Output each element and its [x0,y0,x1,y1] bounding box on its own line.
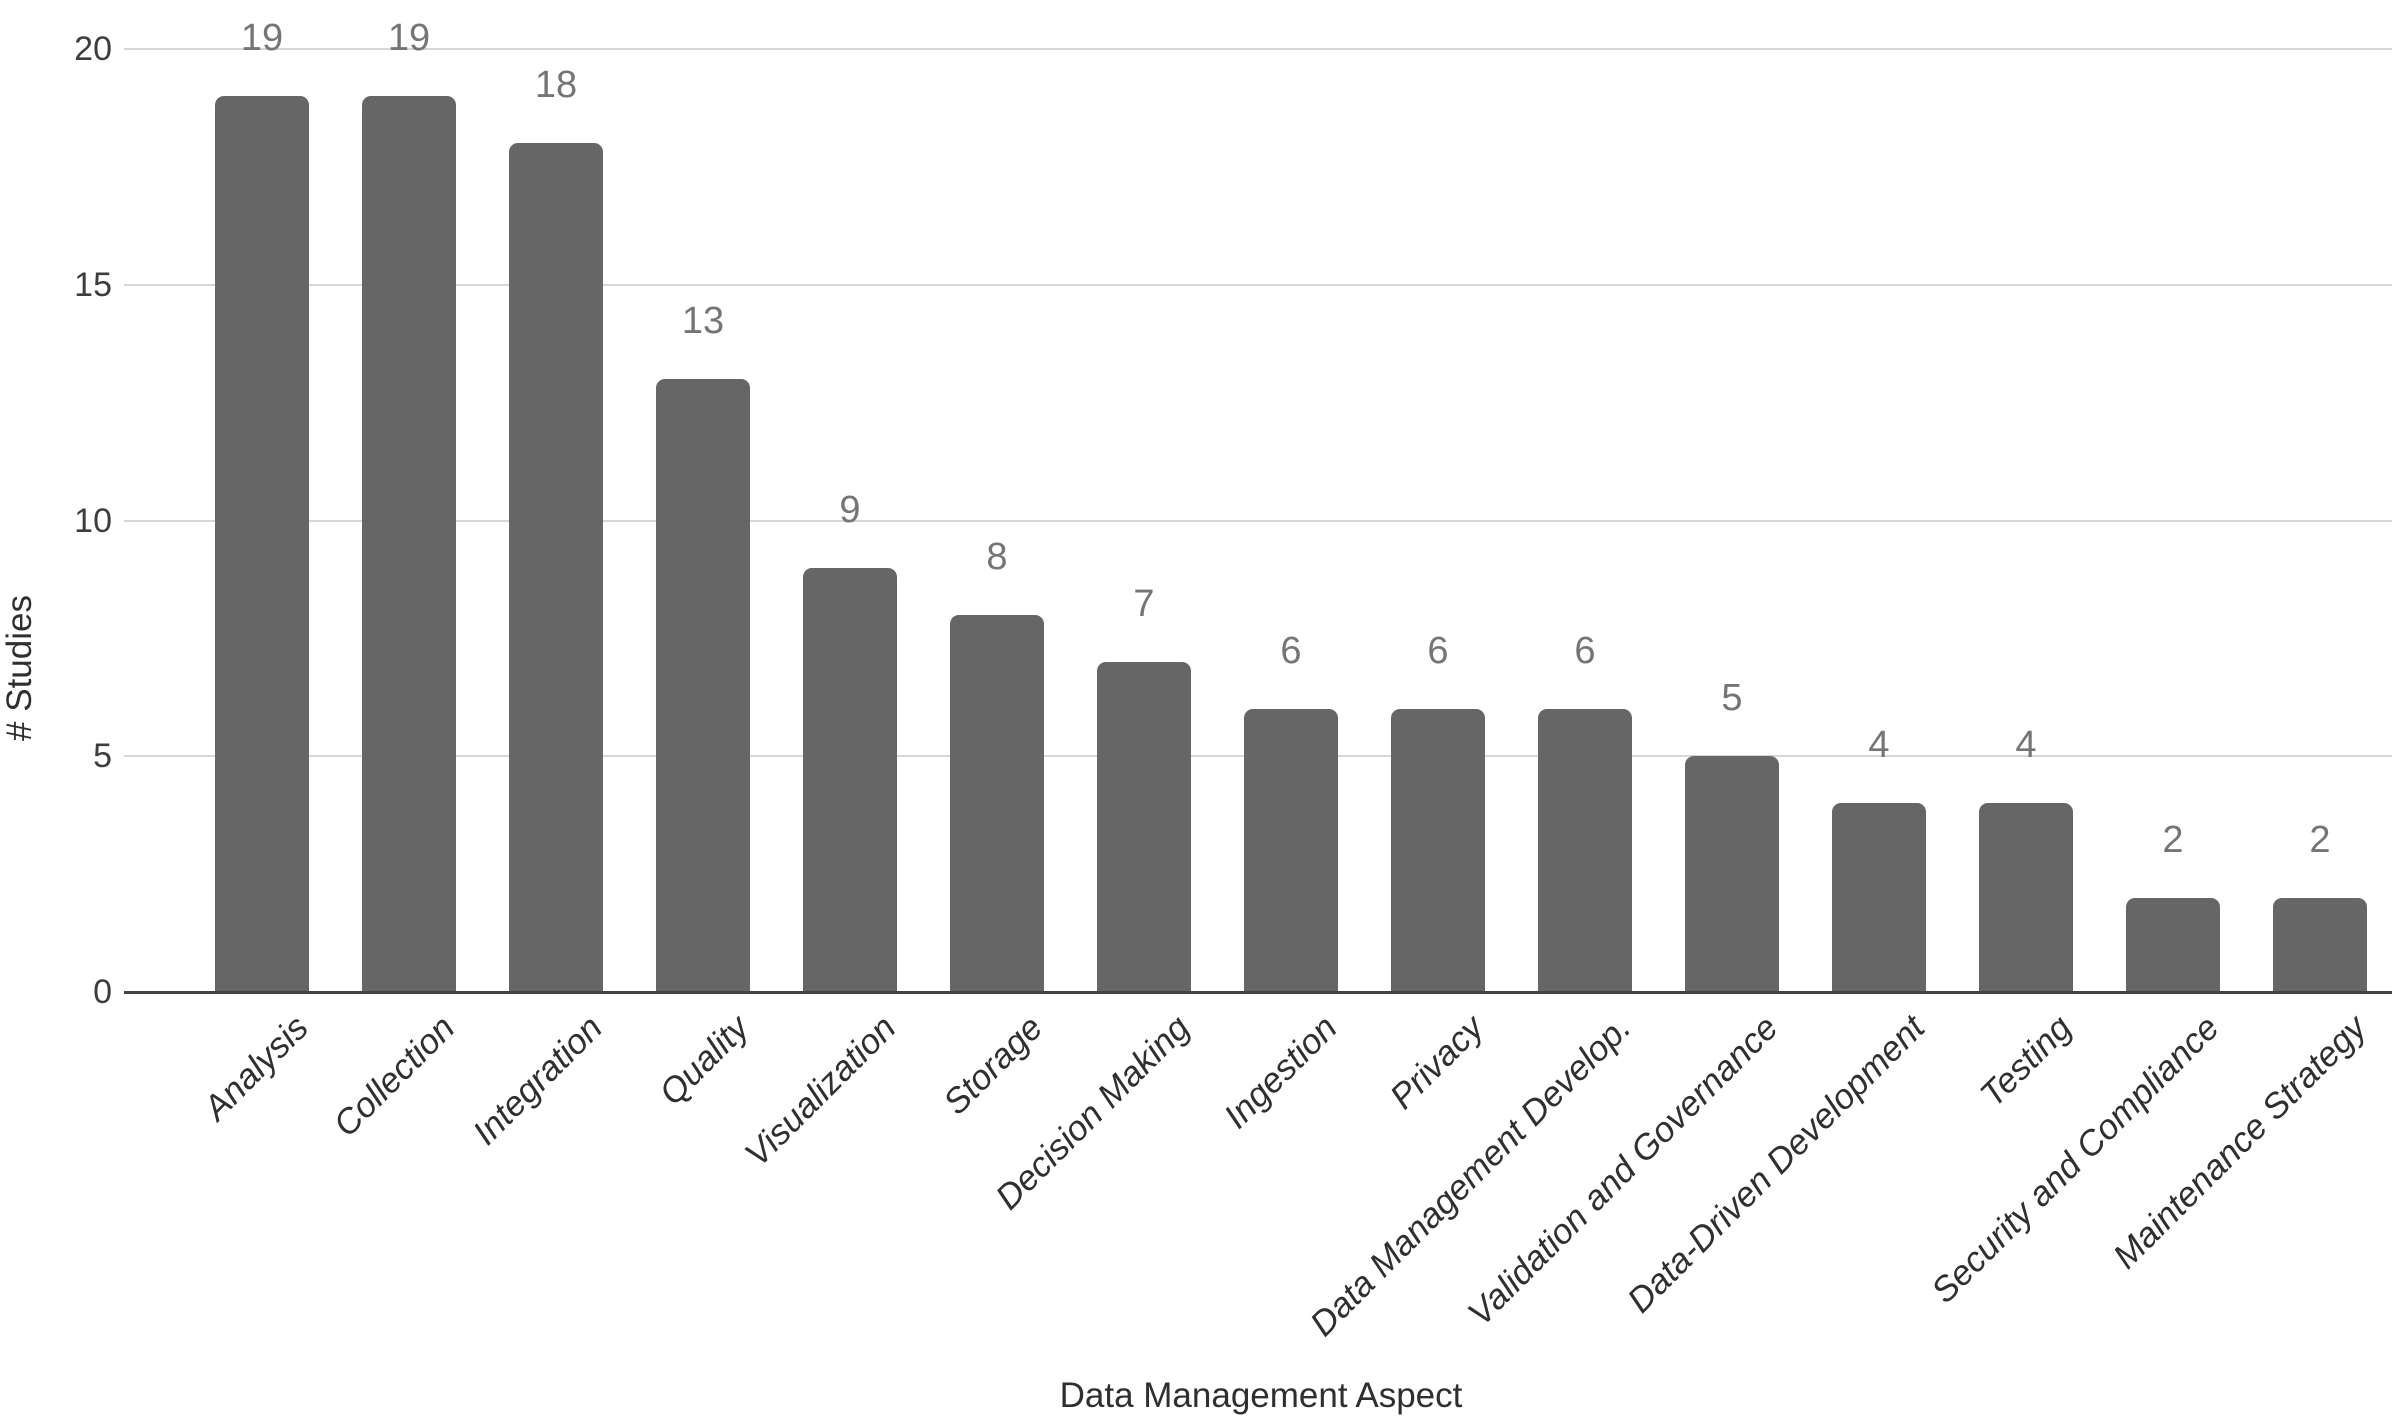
y-tick-label: 15 [74,265,112,304]
bar [215,96,309,992]
category-label: Privacy [1382,1008,1492,1117]
bar-value-label: 6 [1427,630,1449,673]
gridline [124,519,2392,522]
x-axis-title: Data Management Aspect [1059,1376,1463,1415]
category-label: Validation and Governance [1460,1008,1786,1334]
category-label: Visualization [737,1008,904,1175]
gridline [124,48,2392,50]
category-label: Testing [1973,1008,2080,1115]
y-tick-label: 20 [74,30,112,68]
bar [509,143,603,992]
bar [1832,803,1926,992]
bar-value-label: 5 [1721,677,1743,720]
category-label: Maintenance Strategy [2105,1008,2374,1277]
bar-value-label: 19 [387,17,431,60]
bar-value-label: 4 [2015,724,2037,767]
y-tick-label: 5 [93,737,112,776]
bar-value-label: 18 [534,64,578,107]
x-axis-baseline [124,991,2392,994]
bar-value-label: 9 [839,488,861,531]
y-tick-label: 0 [93,973,112,1011]
bar [2273,897,2367,992]
bar [1244,709,1338,992]
bar [1685,756,1779,992]
bar [1391,709,1485,992]
bar-value-label: 19 [240,17,284,60]
bar [362,96,456,992]
category-label: Data-Driven Development [1620,1008,1933,1321]
bar [1979,803,2073,992]
category-label: Integration [465,1008,610,1153]
bar-value-label: 2 [2162,818,2184,861]
bar-value-label: 6 [1280,630,1302,673]
category-label: Security and Compliance [1923,1008,2227,1311]
bar [2126,897,2220,992]
bar [1097,661,1191,992]
y-tick-label: 10 [74,501,112,540]
category-label: Storage [936,1008,1051,1123]
bar [803,567,897,992]
category-label: Ingestion [1216,1008,1345,1137]
category-label: Collection [326,1008,463,1145]
category-label: Analysis [195,1008,316,1128]
bar [950,614,1044,992]
bar-value-label: 13 [681,300,725,343]
category-label: Quality [651,1008,757,1113]
y-axis-title: # Studies [0,595,39,741]
bar-value-label: 6 [1574,630,1596,673]
bar-value-label: 7 [1133,582,1155,625]
bar-value-label: 8 [986,535,1008,578]
bar [656,379,750,992]
gridline [124,283,2392,286]
bar-value-label: 4 [1868,724,1890,767]
bar [1538,709,1632,992]
bar-value-label: 2 [2309,818,2331,861]
